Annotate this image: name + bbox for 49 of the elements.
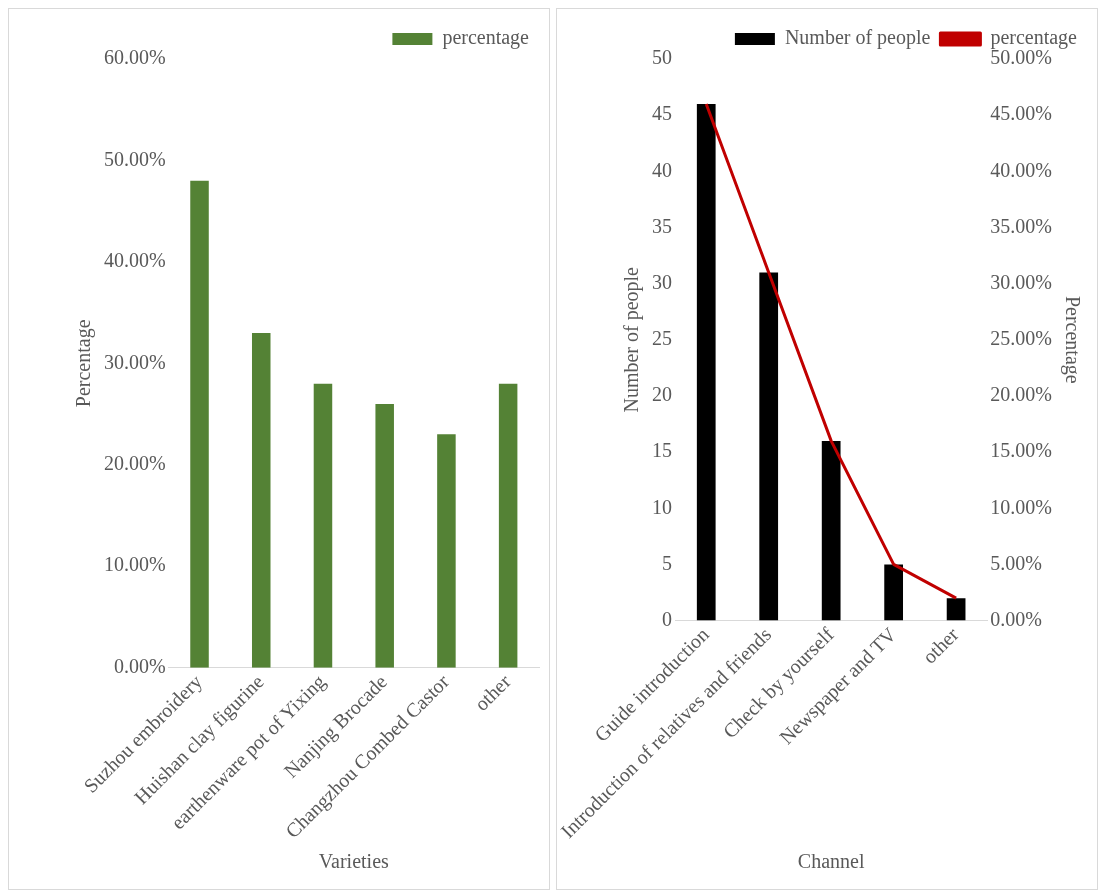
legend-label: Number of people xyxy=(784,26,931,50)
y2-tick-label: 30.00% xyxy=(990,270,1053,293)
y2-tick-label: 40.00% xyxy=(990,158,1053,181)
y2-tick-label: 35.00% xyxy=(990,214,1053,237)
bar xyxy=(759,272,779,621)
y-tick-label: 40 xyxy=(652,158,672,181)
bar xyxy=(498,383,518,668)
y-tick-label: 5 xyxy=(662,551,672,574)
y-tick-label: 50 xyxy=(652,46,672,69)
y-tick-label: 0.00% xyxy=(113,654,166,677)
y-tick-label: 10.00% xyxy=(103,553,166,576)
bar xyxy=(190,180,209,668)
bar xyxy=(437,434,456,668)
y-tick-label: 30.00% xyxy=(103,350,166,373)
bar xyxy=(884,564,904,621)
y-tick-label: 20.00% xyxy=(103,452,166,475)
bar xyxy=(251,332,271,668)
y-tick-label: 35 xyxy=(652,214,672,237)
y-tick-label: 20 xyxy=(652,383,672,406)
bar xyxy=(946,598,966,621)
y2-tick-label: 45.00% xyxy=(990,102,1053,125)
y2-tick-label: 15.00% xyxy=(990,439,1053,462)
y-tick-label: 10 xyxy=(652,495,672,518)
y-tick-label: 0 xyxy=(662,607,672,630)
y2-tick-label: 25.00% xyxy=(990,327,1053,350)
y-axis-title: Percentage xyxy=(72,319,96,408)
y-tick-label: 45 xyxy=(652,102,672,125)
y-axis-title: Number of people xyxy=(620,266,644,413)
y-tick-label: 60.00% xyxy=(103,46,166,69)
legend-label: percentage xyxy=(442,26,530,50)
bar xyxy=(313,383,333,668)
x-tick-label: other xyxy=(918,622,963,668)
y-tick-label: 25 xyxy=(652,327,672,350)
y2-tick-label: 5.00% xyxy=(990,551,1043,574)
x-axis-title: Varieties xyxy=(318,850,390,873)
y-tick-label: 30 xyxy=(652,270,672,293)
y2-axis-title: Percentage xyxy=(1060,295,1084,384)
y-tick-label: 50.00% xyxy=(103,147,166,170)
y-tick-label: 15 xyxy=(652,439,672,462)
x-tick-label: other xyxy=(470,669,515,715)
bar xyxy=(375,403,394,668)
legend-label: percentage xyxy=(990,26,1078,50)
y2-tick-label: 10.00% xyxy=(990,495,1053,518)
y2-tick-label: 20.00% xyxy=(990,383,1053,406)
x-axis-title: Channel xyxy=(797,850,865,873)
bar xyxy=(696,103,716,621)
y-tick-label: 40.00% xyxy=(103,249,166,272)
y2-tick-label: 0.00% xyxy=(990,607,1043,630)
bar xyxy=(821,440,841,621)
